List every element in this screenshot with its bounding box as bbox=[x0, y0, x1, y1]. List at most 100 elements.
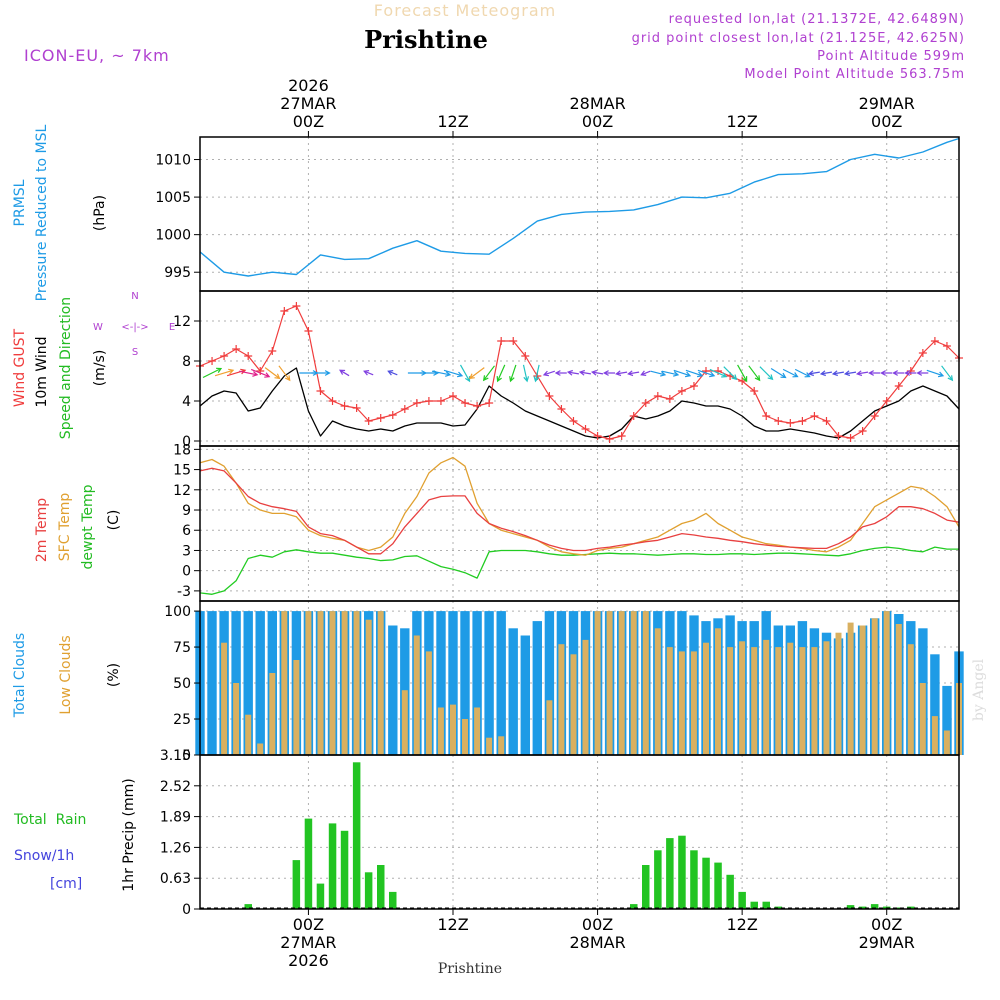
gust-marker bbox=[461, 399, 470, 407]
rain-bar bbox=[738, 891, 746, 909]
gust-marker bbox=[340, 402, 349, 410]
total-cloud-bar bbox=[388, 625, 398, 755]
wind-direction-arrow bbox=[904, 370, 917, 376]
y-tick-label: 18 bbox=[173, 442, 191, 458]
top-time-label: 12Z bbox=[437, 112, 468, 131]
wind-direction-arrow bbox=[554, 370, 567, 376]
low-cloud-bar bbox=[377, 611, 384, 755]
low-cloud-bar bbox=[413, 635, 420, 755]
gust-marker bbox=[918, 349, 927, 357]
precip-unit: 1hr Precip (mm) bbox=[121, 778, 137, 891]
wind-direction-arrow bbox=[819, 370, 832, 377]
rain-bar bbox=[364, 872, 373, 909]
low-cloud-bar bbox=[775, 647, 782, 755]
gust-marker bbox=[581, 425, 590, 433]
pressure-label-prmsl: PRMSL bbox=[12, 179, 28, 226]
low-cloud-bar bbox=[269, 673, 276, 755]
gust-marker bbox=[942, 342, 951, 350]
rain-bar bbox=[678, 835, 686, 909]
wind-direction-arrow bbox=[615, 370, 628, 377]
total-cloud-bar bbox=[508, 628, 518, 755]
wind-direction-arrow bbox=[926, 369, 945, 378]
rain-bar bbox=[244, 904, 252, 909]
low-cloud-bar bbox=[703, 642, 709, 755]
y-tick-label: 4 bbox=[182, 394, 191, 410]
y-tick-label: 50 bbox=[173, 676, 191, 692]
bottom-time-label: 12Z bbox=[437, 915, 468, 934]
wind-direction-arrow bbox=[843, 370, 857, 377]
total-cloud-bar bbox=[930, 654, 940, 755]
location-title: Prishtine bbox=[364, 25, 488, 54]
low-cloud-bar bbox=[895, 624, 902, 755]
rain-bar bbox=[340, 830, 349, 909]
low-cloud-bar bbox=[690, 651, 697, 755]
wind-direction-arrow bbox=[363, 370, 374, 376]
wind-direction-arrow bbox=[542, 370, 555, 377]
y-tick-label: 3.15 bbox=[160, 748, 191, 764]
y-tick-label: 1.89 bbox=[160, 810, 191, 826]
temp-2m-line bbox=[199, 467, 960, 555]
total-cloud-bar bbox=[472, 611, 482, 755]
clouds-panel-frame bbox=[199, 600, 960, 756]
y-tick-label: 12 bbox=[173, 314, 191, 330]
low-cloud-bar bbox=[353, 611, 360, 755]
y-tick-label: 0 bbox=[182, 564, 191, 580]
low-cloud-bar bbox=[245, 714, 252, 755]
low-cloud-bar bbox=[293, 660, 300, 755]
y-tick-label: 8 bbox=[182, 354, 191, 370]
gust-marker bbox=[762, 412, 771, 420]
rain-bar bbox=[750, 901, 758, 909]
gust-marker bbox=[858, 427, 867, 435]
gust-marker bbox=[894, 382, 903, 390]
low-cloud-bar bbox=[437, 707, 444, 755]
y-tick-label: 75 bbox=[173, 640, 191, 656]
wind-direction-arrow bbox=[339, 369, 350, 377]
wind-direction-arrow bbox=[387, 370, 398, 376]
gust-marker bbox=[750, 387, 759, 395]
bottom-year-label: 2026 bbox=[288, 951, 329, 970]
gust-marker bbox=[834, 432, 843, 440]
temp-label-2m: 2m Temp bbox=[34, 498, 50, 562]
low-cloud-bar bbox=[425, 651, 432, 755]
top-time-label: 00Z bbox=[871, 112, 902, 131]
gust-marker bbox=[244, 352, 253, 360]
wind-direction-arrow bbox=[468, 367, 485, 380]
gust-marker bbox=[292, 302, 301, 310]
tick-layer: 99510001005101004812-3036912151802550751… bbox=[155, 76, 914, 970]
y-tick-label: 6 bbox=[182, 523, 191, 539]
top-time-label: 12Z bbox=[726, 112, 757, 131]
total-cloud-bar bbox=[436, 611, 446, 755]
low-cloud-bar bbox=[847, 622, 854, 755]
low-cloud-bar bbox=[666, 647, 673, 755]
low-cloud-bar bbox=[751, 647, 758, 755]
gust-marker bbox=[364, 417, 373, 425]
gust-marker bbox=[449, 392, 457, 400]
gust-marker bbox=[665, 395, 674, 403]
gust-marker bbox=[208, 357, 217, 365]
low-cloud-bar bbox=[233, 683, 240, 755]
gust-marker bbox=[689, 382, 698, 390]
gust-marker bbox=[930, 337, 939, 345]
temp-label-dewpt: dewpt Temp bbox=[80, 484, 96, 569]
wind-direction-arrow bbox=[673, 369, 692, 378]
low-cloud-bar bbox=[498, 736, 505, 755]
cloud-label-low: Low Clouds bbox=[58, 635, 74, 714]
gust-marker bbox=[388, 411, 397, 419]
low-cloud-bar bbox=[570, 654, 577, 755]
y-tick-label: 3 bbox=[182, 543, 191, 559]
total-cloud-bar bbox=[942, 685, 952, 755]
total-cloud-bar bbox=[243, 611, 253, 755]
low-cloud-bar bbox=[546, 700, 553, 755]
rain-bar bbox=[714, 862, 722, 909]
wind-direction-arrow bbox=[202, 367, 223, 379]
low-cloud-bar bbox=[678, 651, 685, 755]
cloud-label-total: Total Clouds bbox=[12, 633, 28, 718]
wind-direction-arrow bbox=[566, 369, 579, 376]
temp-unit: (C) bbox=[106, 510, 122, 531]
low-cloud-bar bbox=[281, 611, 288, 755]
wind-direction-arrow bbox=[737, 364, 748, 383]
low-cloud-bar bbox=[257, 743, 264, 755]
low-cloud-bar bbox=[787, 642, 794, 755]
low-cloud-bar bbox=[739, 641, 746, 755]
